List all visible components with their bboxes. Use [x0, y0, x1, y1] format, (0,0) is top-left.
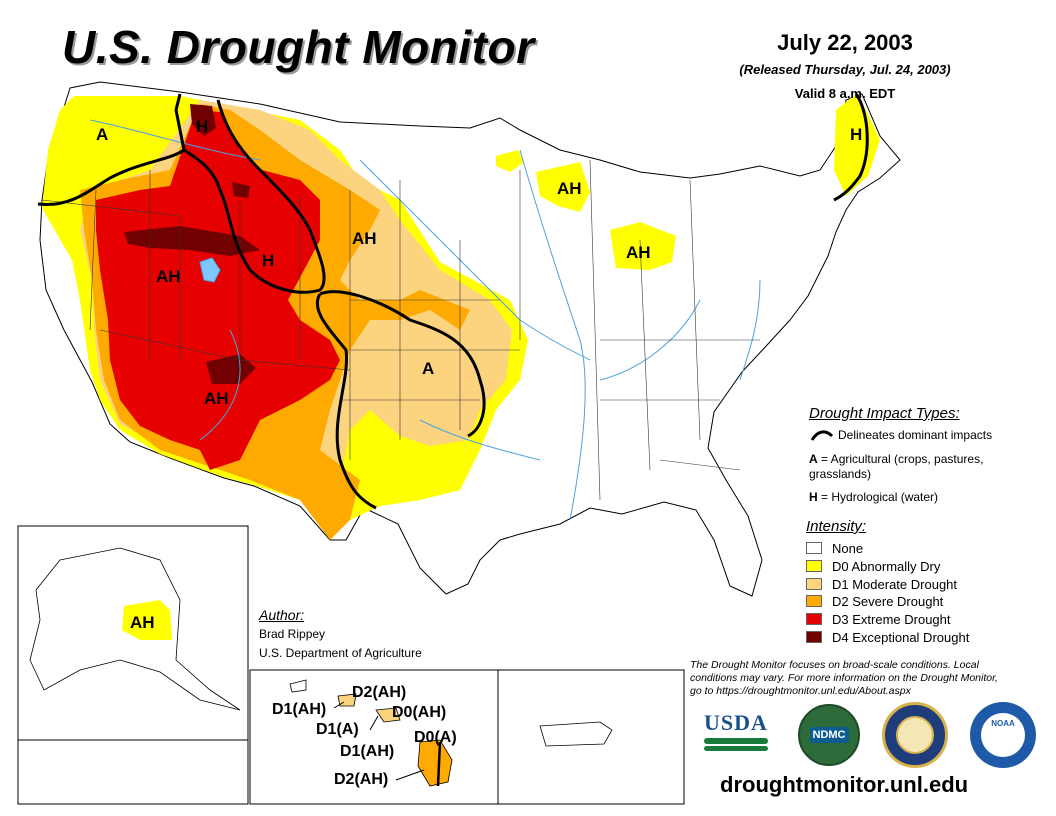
d0-region-mi — [610, 222, 676, 270]
map-label-h-mt: H — [196, 117, 208, 136]
author-title: Author: — [259, 607, 305, 623]
alaska-d0-region — [122, 600, 172, 640]
ndmc-logo-text: NDMC — [809, 727, 849, 743]
impact-hydrological-key: H — [809, 490, 818, 504]
impact-agricultural-key: A — [809, 452, 818, 466]
map-label-ah-wi: AH — [557, 179, 582, 198]
intensity-none: None — [806, 540, 863, 556]
lake-icon — [199, 257, 221, 283]
hawaii-label: D1(AH) — [272, 701, 326, 718]
intensity-label: D2 Severe Drought — [832, 593, 944, 609]
impact-agricultural: A = Agricultural (crops, pastures, grass… — [809, 452, 1009, 482]
hawaii-label: D2(AH) — [352, 684, 406, 701]
intensity-title: Intensity: — [806, 518, 867, 535]
author-name: Brad Rippey — [259, 627, 326, 641]
website-url[interactable]: droughtmonitor.unl.edu — [720, 772, 969, 797]
impact-agricultural-text: = Agricultural (crops, pastures, grassla… — [809, 452, 984, 481]
state-boundaries — [41, 159, 760, 501]
d0-region-mn — [496, 150, 524, 172]
impact-boundaries — [37, 93, 869, 510]
hawaii-label: D1(AH) — [340, 743, 394, 760]
hawaii-island-big — [417, 739, 453, 787]
map-date: July 22, 2003 — [777, 30, 913, 55]
intensity-label: None — [832, 540, 864, 556]
intensity-d2: D2 Severe Drought — [806, 593, 943, 609]
usda-logo[interactable]: USDA — [704, 710, 768, 760]
swatch-d1 — [806, 578, 822, 590]
rivers — [89, 119, 761, 521]
intensity-d3: D3 Extreme Drought — [806, 611, 951, 627]
usda-logo-text: USDA — [704, 710, 768, 735]
author-org: U.S. Department of Agriculture — [259, 646, 422, 660]
hawaii-island-maui — [375, 707, 401, 723]
map-label-ah-nv: AH — [156, 267, 181, 286]
valid-time: Valid 8 a.m. EDT — [794, 86, 896, 101]
swatch-d0 — [806, 560, 822, 572]
swatch-d2 — [806, 595, 822, 607]
map-label-a-wa: A — [96, 125, 108, 144]
map-label-a-ks: A — [422, 359, 434, 378]
map-label-h-me: H — [850, 125, 862, 144]
map-label-h-wy: H — [262, 251, 274, 270]
hawaii-label: D1(A) — [316, 721, 359, 738]
noaa-logo-text: NOAA — [991, 719, 1015, 728]
impact-hydrological-text: = Hydrological (water) — [817, 490, 939, 504]
intensity-d1: D1 Moderate Drought — [806, 576, 957, 592]
impact-line-icon — [810, 430, 834, 441]
map-label-ah-mi: AH — [626, 243, 651, 262]
hawaii-island-kauai — [289, 679, 307, 693]
swatch-d4 — [806, 631, 822, 643]
hawaii-inset — [249, 669, 499, 805]
swatch-d3 — [806, 613, 822, 625]
map-label-ah-sd: AH — [352, 229, 377, 248]
hawaii-label: D0(A) — [414, 729, 457, 746]
d0-region-wi — [536, 162, 590, 212]
impact-hydrological: H = Hydrological (water) — [809, 490, 938, 504]
intensity-label: D4 Exceptional Drought — [832, 629, 970, 645]
noaa-logo[interactable]: NOAA — [970, 702, 1036, 768]
impact-delineates: Delineates dominant impacts — [838, 428, 993, 442]
map-label-ah-ak: AH — [130, 613, 155, 632]
hawaii-label: D2(AH) — [334, 771, 388, 788]
page-title: U.S. Drought Monitor — [62, 21, 535, 73]
d3-region — [96, 110, 340, 470]
d4-region-3 — [206, 354, 256, 384]
intensity-label: D1 Moderate Drought — [832, 576, 958, 592]
d4-region-2 — [190, 104, 216, 136]
ndmc-logo[interactable]: NDMC — [798, 704, 860, 766]
d4-region-4 — [232, 182, 250, 198]
intensity-label: D3 Extreme Drought — [832, 611, 951, 627]
map-label-ah-az: AH — [204, 389, 229, 408]
intensity-d0: D0 Abnormally Dry — [806, 558, 940, 574]
puerto-rico-outline — [539, 721, 613, 747]
hawaii-label: D0(AH) — [392, 704, 446, 721]
doc-seal-icon[interactable] — [882, 702, 948, 768]
impact-types-title: Drought Impact Types: — [809, 405, 960, 422]
d4-region-1 — [124, 226, 260, 256]
swatch-none — [806, 542, 822, 554]
d0-region-me — [834, 94, 880, 196]
release-date: (Released Thursday, Jul. 24, 2003) — [739, 62, 951, 77]
info-note: The Drought Monitor focuses on broad-sca… — [690, 659, 998, 697]
intensity-d4: D4 Exceptional Drought — [806, 629, 969, 645]
intensity-label: D0 Abnormally Dry — [832, 558, 941, 574]
